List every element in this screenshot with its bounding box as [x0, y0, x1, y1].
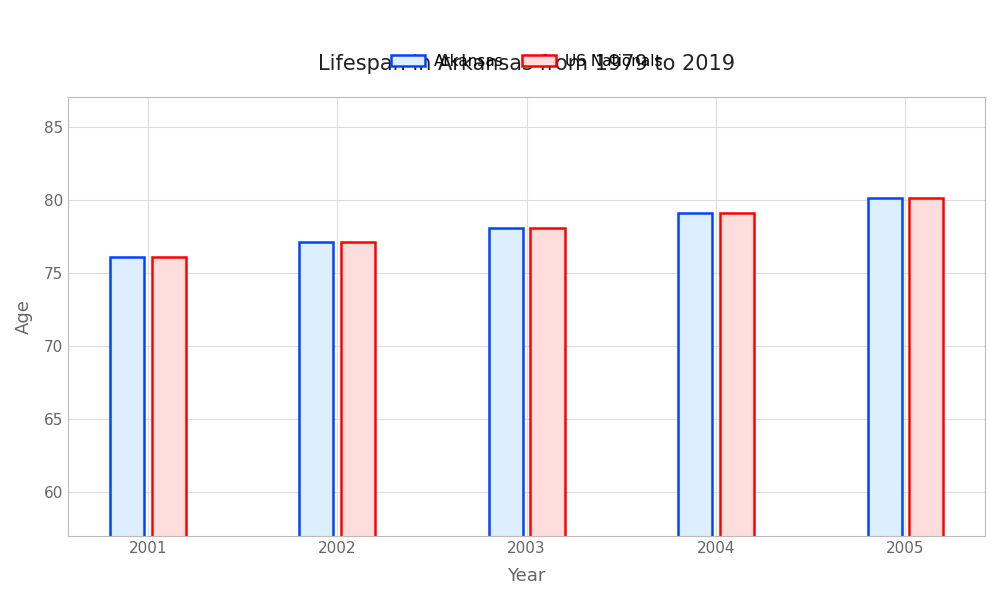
- Bar: [720, 213, 754, 600]
- Bar: [530, 227, 565, 600]
- Bar: [152, 257, 186, 600]
- Bar: [110, 257, 144, 600]
- Y-axis label: Age: Age: [15, 299, 33, 334]
- Bar: [868, 199, 902, 600]
- Bar: [909, 199, 943, 600]
- Title: Lifespan in Arkansas from 1979 to 2019: Lifespan in Arkansas from 1979 to 2019: [318, 53, 735, 74]
- Legend: Arkansas, US Nationals: Arkansas, US Nationals: [385, 48, 668, 75]
- Bar: [678, 213, 712, 600]
- Bar: [299, 242, 333, 600]
- Bar: [489, 227, 523, 600]
- Bar: [341, 242, 375, 600]
- X-axis label: Year: Year: [507, 567, 546, 585]
